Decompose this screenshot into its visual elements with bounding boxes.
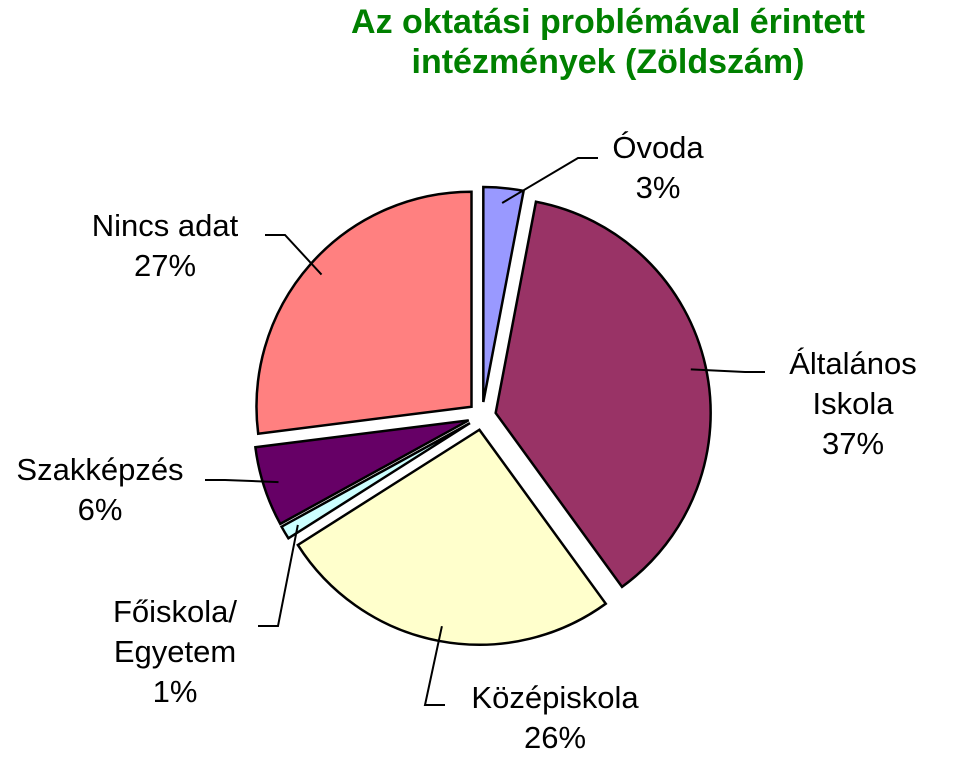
pie-slice bbox=[279, 422, 471, 541]
slice-label: Nincs adat bbox=[92, 208, 239, 243]
slice-value-label: 26% bbox=[524, 720, 586, 755]
slice-value-label: 6% bbox=[78, 492, 123, 527]
pie-slice bbox=[494, 200, 712, 589]
leader-line bbox=[205, 479, 279, 484]
leader-line bbox=[265, 234, 323, 276]
leader-line bbox=[690, 368, 765, 373]
leader-line bbox=[423, 625, 445, 706]
slice-label: Szakképzés bbox=[16, 452, 183, 487]
slice-value-label: 1% bbox=[153, 674, 198, 709]
slice-value-label: 37% bbox=[822, 426, 884, 461]
pie-slice bbox=[253, 419, 470, 526]
slice-label: Óvoda bbox=[612, 130, 704, 165]
slice-value-label: 27% bbox=[134, 248, 196, 283]
slice-label: Általános Iskola bbox=[789, 346, 917, 421]
slice-label: Főiskola/Egyetem bbox=[113, 594, 237, 669]
slice-label: Középiskola bbox=[471, 680, 639, 715]
leader-line bbox=[501, 157, 598, 204]
chart-title: Az oktatási problémával érintett intézmén… bbox=[351, 3, 865, 81]
leader-line bbox=[258, 524, 299, 627]
pie-slice bbox=[255, 190, 473, 436]
slice-value-label: 3% bbox=[636, 170, 681, 205]
